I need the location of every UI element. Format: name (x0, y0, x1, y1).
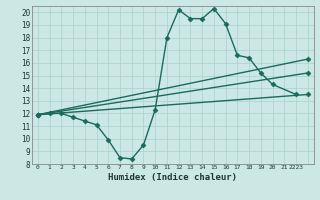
X-axis label: Humidex (Indice chaleur): Humidex (Indice chaleur) (108, 173, 237, 182)
